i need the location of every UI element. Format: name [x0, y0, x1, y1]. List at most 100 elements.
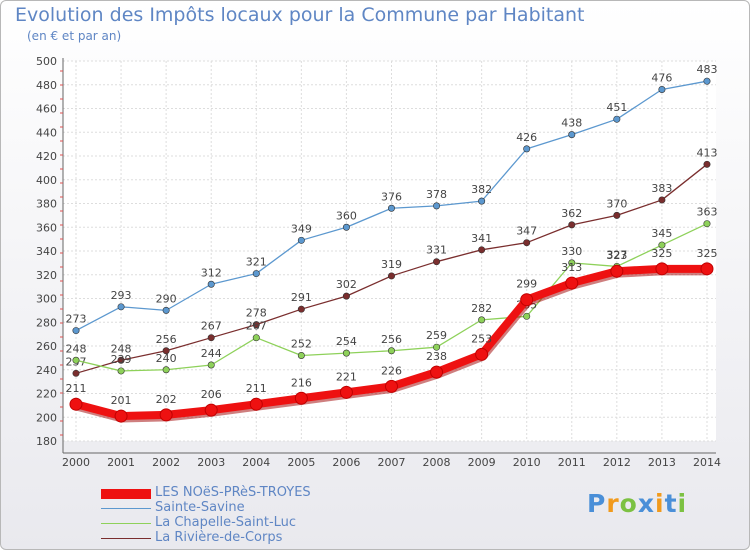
data-point — [72, 327, 80, 335]
data-label: 273 — [66, 313, 87, 326]
data-label: 238 — [426, 350, 447, 363]
data-point — [655, 262, 669, 276]
y-tick-label: 340 — [36, 245, 57, 258]
data-label: 325 — [651, 247, 672, 260]
data-label: 476 — [651, 72, 672, 85]
data-point — [523, 145, 531, 153]
data-label: 291 — [291, 291, 312, 304]
legend-label: LES NOëS-PRèS-TROYES — [155, 485, 311, 500]
data-label: 253 — [471, 332, 492, 345]
y-tick-label: 260 — [36, 340, 57, 353]
y-tick-label: 400 — [36, 174, 57, 187]
data-label: 451 — [606, 101, 627, 114]
data-label: 341 — [471, 232, 492, 245]
y-tick-label: 300 — [36, 293, 57, 306]
data-point — [294, 391, 308, 405]
legend-item: Sainte-Savine — [101, 500, 401, 516]
y-tick-label: 320 — [36, 269, 57, 282]
legend-swatch — [101, 523, 151, 525]
data-point — [342, 292, 350, 300]
data-label: 323 — [606, 249, 627, 262]
data-label: 202 — [156, 393, 177, 406]
data-point — [342, 223, 350, 231]
data-point — [610, 264, 624, 278]
data-point — [207, 280, 215, 288]
data-label: 331 — [426, 244, 447, 257]
data-point — [613, 115, 621, 123]
legend-item: La Chapelle-Saint-Luc — [101, 515, 401, 531]
data-point — [658, 86, 666, 94]
legend-label: La Rivière-de-Corps — [155, 530, 283, 545]
data-point — [433, 343, 441, 351]
logo-letter: x — [637, 489, 655, 518]
x-tick-label: 2009 — [468, 456, 496, 469]
data-label: 376 — [381, 190, 402, 203]
data-point — [478, 246, 486, 254]
data-point — [703, 77, 711, 85]
data-point — [703, 160, 711, 168]
logo-letter: i — [655, 489, 665, 518]
data-label: 327 — [606, 248, 627, 261]
data-label: 290 — [156, 292, 177, 305]
data-point — [162, 347, 170, 355]
logo-letter: i — [677, 489, 688, 518]
data-label: 383 — [651, 182, 672, 195]
data-point — [568, 259, 576, 267]
data-point — [249, 397, 263, 411]
data-point — [387, 272, 395, 280]
x-tick-label: 2012 — [603, 456, 631, 469]
data-label: 382 — [471, 183, 492, 196]
data-point — [207, 361, 215, 369]
data-label: 302 — [336, 278, 357, 291]
chart-legend: LES NOëS-PRèS-TROYES Sainte-Savine La Chap… — [101, 485, 401, 546]
data-point — [478, 197, 486, 205]
y-tick-label: 240 — [36, 364, 57, 377]
legend-item: LES NOëS-PRèS-TROYES — [101, 485, 401, 501]
logo-letter: P — [587, 489, 607, 518]
x-tick-label: 2008 — [423, 456, 451, 469]
data-label: 330 — [561, 245, 582, 258]
data-point — [114, 409, 128, 423]
data-label: 248 — [111, 342, 132, 355]
data-label: 347 — [516, 225, 537, 238]
data-point — [478, 316, 486, 324]
y-tick-label: 360 — [36, 221, 57, 234]
x-tick-label: 2010 — [513, 456, 541, 469]
data-point — [207, 334, 215, 342]
data-label: 211 — [246, 382, 267, 395]
data-point — [297, 236, 305, 244]
data-point — [252, 334, 260, 342]
data-point — [162, 366, 170, 374]
data-label: 278 — [246, 307, 267, 320]
x-tick-label: 2014 — [693, 456, 721, 469]
logo-letter: t — [664, 489, 678, 518]
x-tick-label: 2011 — [558, 456, 586, 469]
data-label: 319 — [381, 258, 402, 271]
x-tick-label: 2001 — [107, 456, 135, 469]
data-label: 256 — [381, 333, 402, 346]
data-point — [384, 379, 398, 393]
x-tick-label: 2003 — [197, 456, 225, 469]
y-tick-label: 220 — [36, 388, 57, 401]
logo-letter: r — [606, 489, 620, 518]
data-label: 299 — [516, 278, 537, 291]
legend-label: Sainte-Savine — [155, 500, 245, 515]
data-label: 240 — [156, 352, 177, 365]
y-tick-label: 500 — [36, 55, 57, 68]
data-label: 211 — [66, 382, 87, 395]
data-label: 239 — [111, 353, 132, 366]
data-label: 248 — [66, 342, 87, 355]
data-label: 201 — [111, 394, 132, 407]
x-tick-label: 2002 — [152, 456, 180, 469]
data-point — [387, 204, 395, 212]
data-point — [475, 347, 489, 361]
data-point — [520, 293, 534, 307]
data-label: 325 — [696, 247, 717, 260]
data-point — [339, 385, 353, 399]
data-point — [430, 365, 444, 379]
data-point — [69, 397, 83, 411]
data-point — [117, 367, 125, 375]
proxiti-logo: Proxiti — [587, 489, 687, 518]
data-point — [565, 276, 579, 290]
data-label: 206 — [201, 388, 222, 401]
